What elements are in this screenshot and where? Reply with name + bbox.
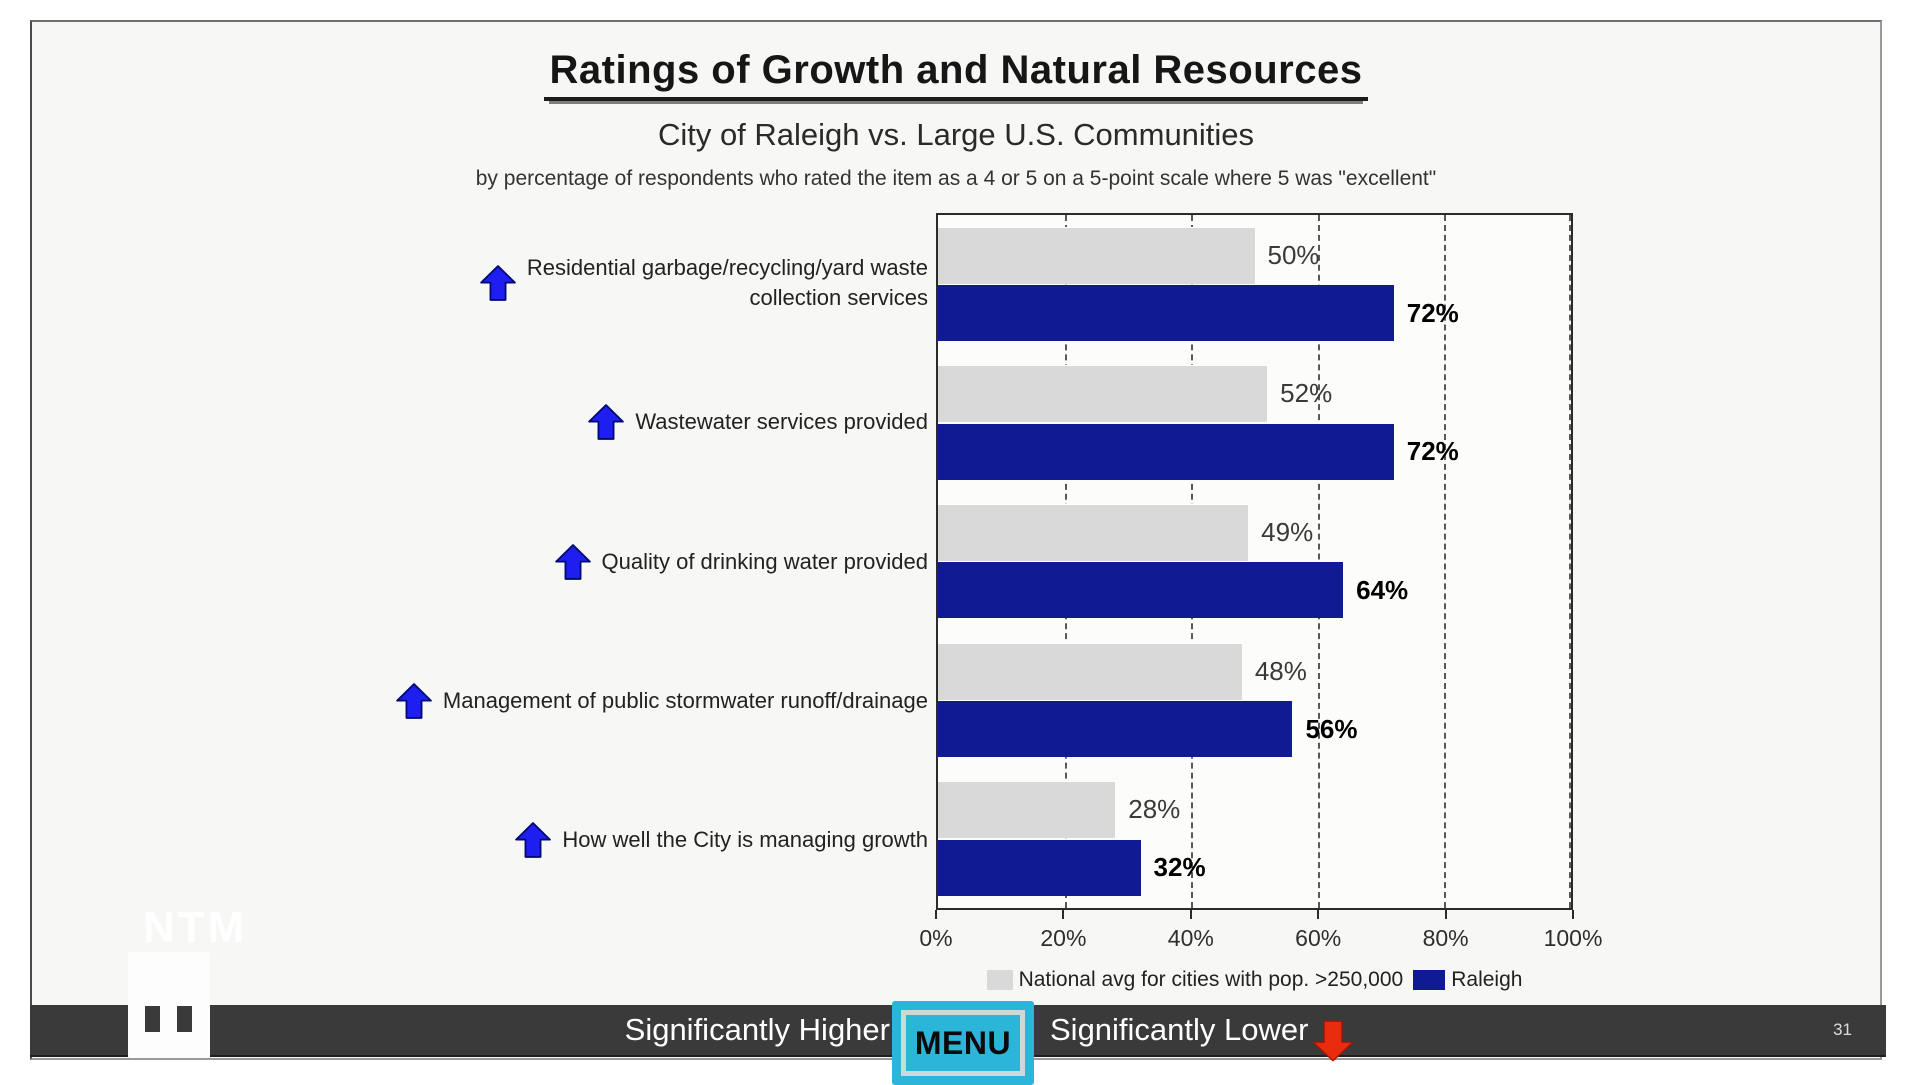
gridline	[1064, 215, 1067, 908]
significantly-higher-arrow-icon	[480, 264, 516, 301]
category-label: How well the City is managing growth	[562, 827, 928, 853]
raleigh-bar	[938, 285, 1394, 342]
bar-value-label: 72%	[1406, 297, 1459, 328]
menu-button-label: MENU	[914, 1024, 1012, 1061]
watermark-logo	[128, 952, 210, 1058]
x-axis-tickmark	[1189, 910, 1192, 919]
legend-item: National avg for cities with pop. >250,0…	[986, 968, 1404, 992]
watermark-text: NTM	[143, 903, 248, 952]
bar-group: 48% 56%	[938, 631, 1571, 770]
legend-swatch-icon	[1413, 970, 1446, 990]
significantly-lower-label: Significantly Lower	[1050, 996, 1354, 1064]
gridline	[1191, 215, 1194, 908]
significantly-lower-arrow-icon	[1313, 1020, 1354, 1062]
bar-group: 49% 64%	[938, 492, 1571, 631]
bar-row: 56%	[938, 701, 1571, 758]
significantly-higher-label: Significantly Higher	[624, 1012, 890, 1047]
legend-item: Raleigh	[1413, 968, 1522, 992]
category-row: How well the City is managing growth	[96, 771, 928, 910]
bar-row: 28%	[938, 781, 1571, 839]
bar-value-label: 48%	[1254, 655, 1307, 686]
category-row: Residential garbage/recycling/yard waste…	[96, 213, 928, 352]
x-axis-tick-label: 20%	[1040, 925, 1087, 951]
bar-value-label: 49%	[1261, 516, 1314, 547]
legend-swatch-icon	[986, 970, 1013, 990]
bar-value-label: 64%	[1356, 574, 1409, 605]
raleigh-bar	[938, 562, 1344, 619]
national-avg-bar	[938, 642, 1242, 700]
significantly-higher-arrow-icon	[588, 404, 625, 440]
bar-row: 72%	[938, 423, 1571, 480]
x-axis-tick-label: 40%	[1167, 925, 1214, 951]
x-axis-tickmark	[1062, 910, 1065, 919]
chart-subtitle: City of Raleigh vs. Large U.S. Communiti…	[657, 117, 1255, 152]
watermark-logo-slot	[177, 1006, 192, 1032]
category-row: Management of public stormwater runoff/d…	[96, 631, 928, 770]
bar-value-label: 28%	[1128, 794, 1181, 825]
chart-legend: National avg for cities with pop. >250,0…	[886, 968, 1623, 992]
category-label: Wastewater services provided	[635, 409, 928, 435]
x-axis-tick-label: 0%	[919, 925, 953, 951]
bar-group: 50% 72%	[938, 215, 1571, 354]
national-avg-bar	[938, 365, 1268, 423]
category-row: Quality of drinking water provided	[96, 492, 928, 631]
category-label: Quality of drinking water provided	[601, 548, 929, 574]
bar-row: 32%	[938, 839, 1571, 896]
bar-row: 50%	[938, 226, 1571, 284]
bar-row: 72%	[938, 285, 1571, 342]
bar-group: 28% 32%	[938, 769, 1571, 908]
bar-value-label: 52%	[1280, 378, 1333, 409]
national-avg-bar	[938, 503, 1249, 561]
category-labels: Residential garbage/recycling/yard waste…	[96, 213, 928, 910]
page-number: 31	[1833, 1020, 1852, 1039]
significantly-higher-arrow-icon	[515, 822, 552, 859]
raleigh-bar	[938, 423, 1394, 480]
bar-value-label: 50%	[1267, 239, 1320, 270]
x-axis-tickmark	[1444, 910, 1447, 919]
menu-button-frame: MENU	[901, 1010, 1025, 1076]
bar-row: 48%	[938, 642, 1571, 700]
x-axis-tick-label: 80%	[1422, 925, 1469, 951]
x-axis-tick-label: 100%	[1543, 925, 1603, 951]
bar-value-label: 56%	[1305, 713, 1358, 744]
bar-groups: 50% 72% 52% 72% 49% 64% 48% 56% 28% 32%	[938, 215, 1571, 908]
bar-value-label: 72%	[1406, 436, 1459, 467]
significantly-lower-text: Significantly Lower	[1050, 1012, 1309, 1047]
legend-label: National avg for cities with pop. >250,0…	[1018, 968, 1404, 991]
slide: Ratings of Growth and Natural Resources …	[30, 20, 1882, 1060]
significantly-higher-arrow-icon	[554, 543, 591, 580]
x-axis-tickmark	[1572, 910, 1574, 919]
category-label: Management of public stormwater runoff/d…	[442, 688, 928, 714]
bar-row: 64%	[938, 562, 1571, 619]
x-axis-tickmark	[1317, 910, 1320, 919]
legend-label: Raleigh	[1451, 968, 1523, 991]
bar-row: 52%	[938, 365, 1571, 423]
gridline	[1444, 215, 1447, 908]
raleigh-bar	[938, 701, 1293, 758]
chart-note: by percentage of respondents who rated t…	[475, 167, 1437, 190]
watermark-logo-slot	[145, 1006, 160, 1032]
bar-value-label: 32%	[1153, 852, 1206, 883]
national-avg-bar	[938, 226, 1255, 284]
national-avg-bar	[938, 781, 1116, 839]
significantly-higher-arrow-icon	[396, 683, 432, 719]
x-axis-tickmarks	[935, 910, 1574, 920]
gridline	[1317, 215, 1320, 908]
plot-area: 50% 72% 52% 72% 49% 64% 48% 56% 28% 32%	[936, 213, 1573, 910]
x-axis-tickmark	[935, 910, 937, 919]
raleigh-bar	[938, 839, 1141, 896]
gridline	[1569, 215, 1571, 908]
chart-title: Ratings of Growth and Natural Resources	[543, 48, 1369, 101]
menu-button[interactable]: MENU	[892, 1001, 1034, 1085]
category-label: Residential garbage/recycling/yard waste…	[526, 255, 928, 310]
x-axis-tick-labels: 0% 20% 40% 60% 80% 100%	[919, 925, 1602, 955]
bar-row: 49%	[938, 503, 1571, 561]
bar-group: 52% 72%	[938, 354, 1571, 493]
slide-header: Ratings of Growth and Natural Resources …	[32, 48, 1880, 191]
category-row: Wastewater services provided	[96, 352, 928, 491]
x-axis-tick-label: 60%	[1295, 925, 1342, 951]
